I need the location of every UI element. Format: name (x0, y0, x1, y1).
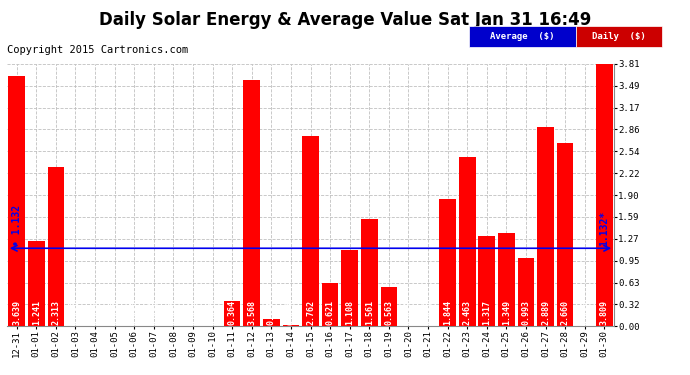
Text: • 1.132: • 1.132 (12, 205, 21, 246)
Text: 0.024: 0.024 (286, 300, 295, 325)
Bar (48, 167, 64, 326)
Text: 3.568: 3.568 (247, 300, 256, 325)
Text: 1.241: 1.241 (32, 300, 41, 325)
Text: 0.000: 0.000 (149, 300, 158, 325)
Bar (557, 143, 573, 326)
Text: 0.000: 0.000 (424, 300, 433, 325)
Bar (380, 288, 397, 326)
Text: 0.107: 0.107 (267, 300, 276, 325)
Bar (263, 319, 279, 326)
Text: 1.317: 1.317 (482, 300, 491, 325)
Text: 2.313: 2.313 (51, 300, 60, 325)
Text: 0.563: 0.563 (384, 300, 393, 325)
Text: 0.000: 0.000 (71, 300, 80, 325)
Bar (302, 136, 319, 326)
Text: 0.000: 0.000 (169, 300, 178, 325)
Text: 0.000: 0.000 (580, 300, 589, 325)
Text: 2.762: 2.762 (306, 300, 315, 325)
Bar (283, 325, 299, 326)
Text: 0.000: 0.000 (110, 300, 119, 325)
Bar (478, 236, 495, 326)
Bar (28, 241, 45, 326)
Text: 2.660: 2.660 (561, 300, 570, 325)
Text: 2.889: 2.889 (541, 300, 550, 325)
Bar (498, 233, 515, 326)
Bar (224, 301, 241, 326)
Bar (322, 284, 338, 326)
Text: Copyright 2015 Cartronics.com: Copyright 2015 Cartronics.com (7, 45, 188, 55)
Bar (518, 258, 534, 326)
Bar (596, 64, 613, 326)
Bar (459, 156, 475, 326)
Text: 0.000: 0.000 (130, 300, 139, 325)
Text: 1.349: 1.349 (502, 300, 511, 325)
Text: 0.621: 0.621 (326, 300, 335, 325)
Bar (440, 199, 456, 326)
Text: 1.561: 1.561 (365, 300, 374, 325)
Text: 0.000: 0.000 (188, 300, 197, 325)
Bar (361, 219, 377, 326)
Text: 1.844: 1.844 (443, 300, 452, 325)
Text: 0.006: 0.006 (208, 300, 217, 325)
Text: Daily Solar Energy & Average Value Sat Jan 31 16:49: Daily Solar Energy & Average Value Sat J… (99, 11, 591, 29)
Bar (244, 80, 260, 326)
Text: 0.004: 0.004 (404, 300, 413, 325)
Text: 1.108: 1.108 (345, 300, 354, 325)
Text: 3.809: 3.809 (600, 300, 609, 325)
Text: 0.993: 0.993 (522, 300, 531, 325)
Text: Average  ($): Average ($) (490, 32, 555, 41)
Bar (538, 127, 554, 326)
Text: 3.639: 3.639 (12, 300, 21, 325)
Text: 1.132*: 1.132* (600, 211, 609, 246)
Text: 0.364: 0.364 (228, 300, 237, 325)
Bar (342, 250, 358, 326)
Bar (8, 75, 25, 326)
Text: 2.463: 2.463 (463, 300, 472, 325)
Text: 0.000: 0.000 (90, 300, 99, 325)
Text: Daily  ($): Daily ($) (592, 32, 646, 41)
